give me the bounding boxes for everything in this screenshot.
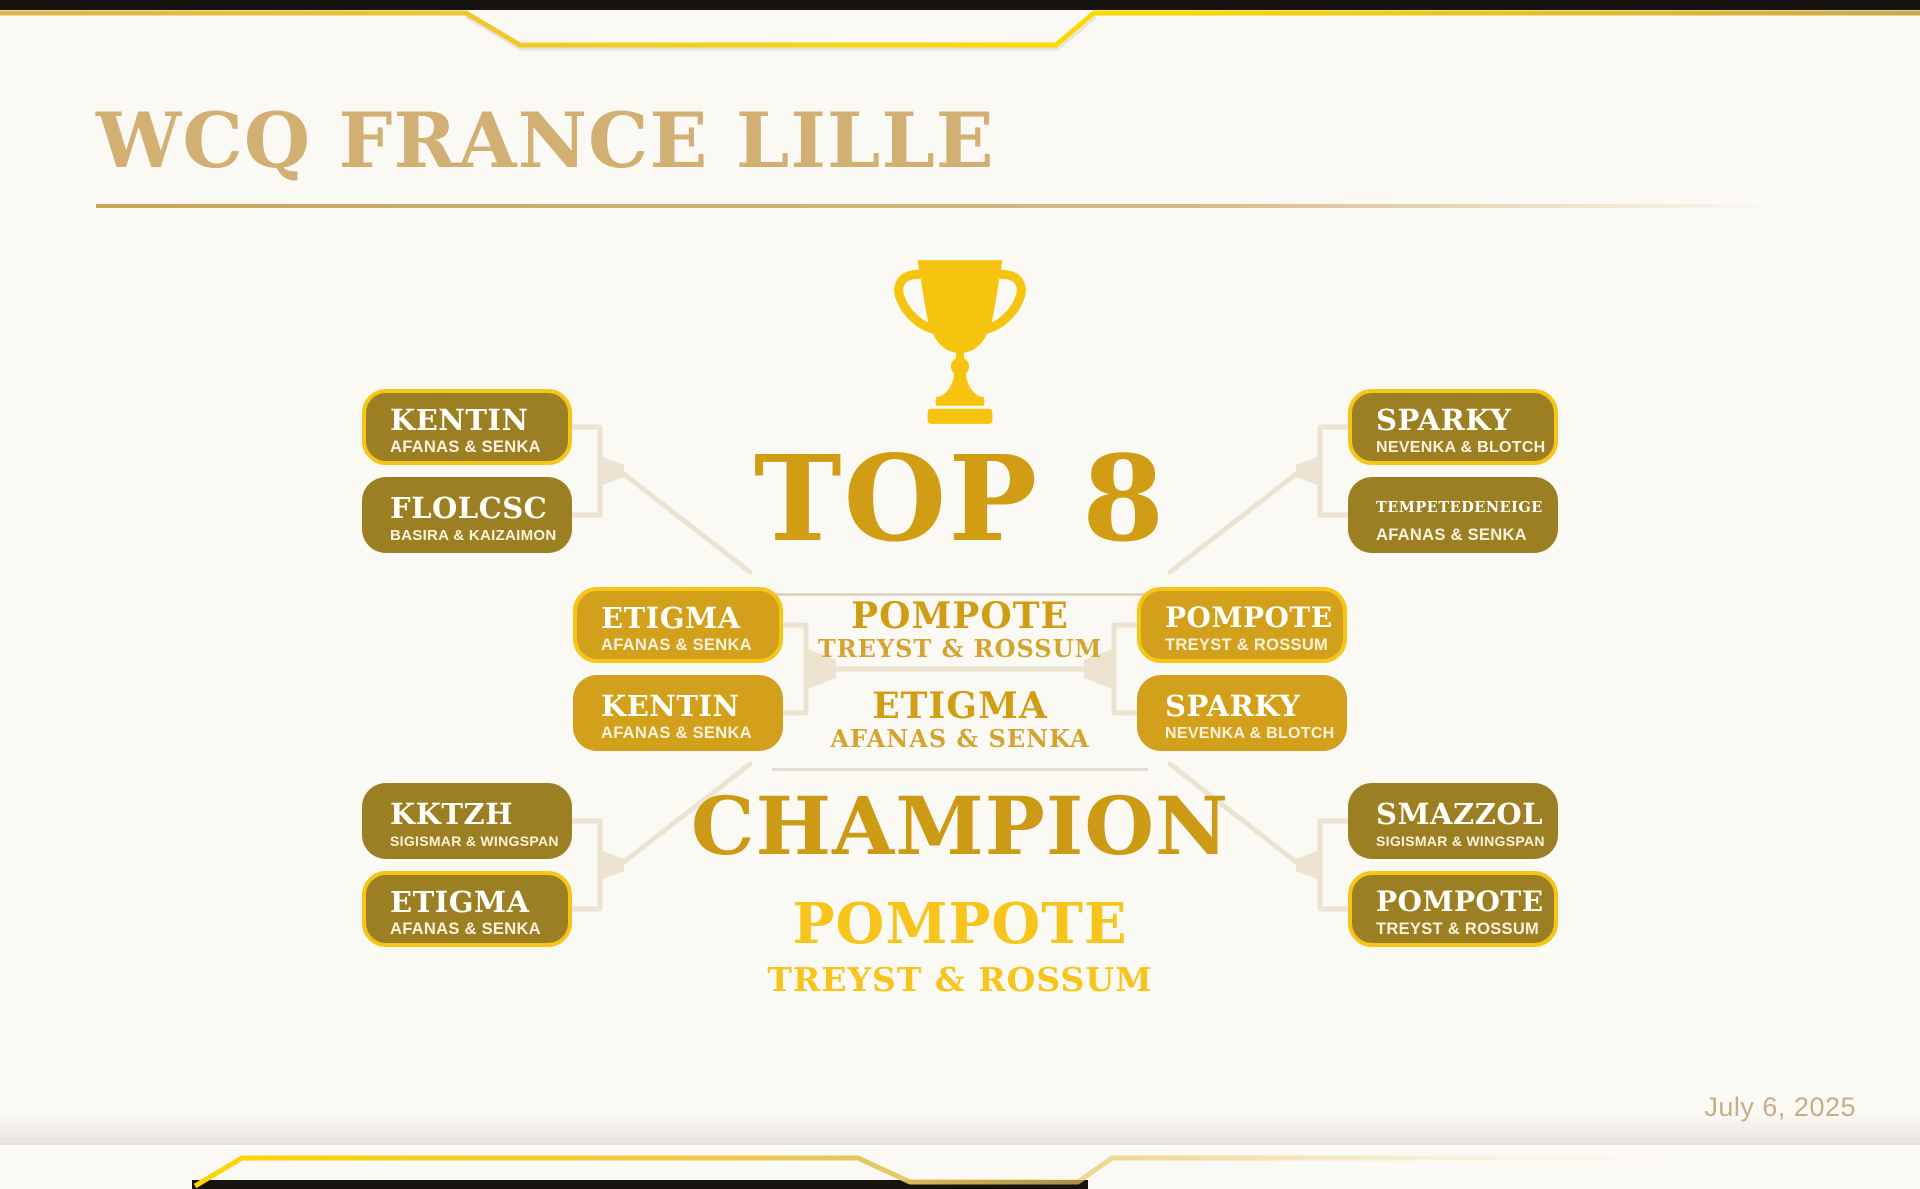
sf-box-etigma: ETIGMA AFANAS & SENKA: [573, 587, 783, 663]
player-deck: AFANAS & SENKA: [390, 920, 541, 938]
player-deck: AFANAS & SENKA: [601, 724, 752, 742]
player-deck: BASIRA & KAIZAIMON: [390, 527, 557, 544]
player-name: SPARKY: [1165, 689, 1301, 723]
event-date: July 6, 2025: [1704, 1092, 1856, 1122]
player-name: KKTZH: [390, 797, 514, 831]
page-title: WCQ FRANCE LILLE: [96, 96, 995, 185]
qf-box-smazzol: SMAZZOL SIGISMAR & WINGSPAN: [1348, 783, 1558, 859]
player-name: POMPOTE: [1165, 601, 1333, 634]
qf-box-sparky: SPARKY NEVENKA & BLOTCH: [1348, 389, 1558, 465]
qf-box-kktzh: KKTZH SIGISMAR & WINGSPAN: [362, 783, 572, 859]
champion-deck: TREYST & ROSSUM: [767, 960, 1153, 999]
top8-divider: [775, 593, 1145, 596]
qf-box-kentin: KENTIN AFANAS & SENKA: [362, 389, 572, 465]
player-deck: AFANAS & SENKA: [601, 636, 752, 654]
sf-box-kentin: KENTIN AFANAS & SENKA: [573, 675, 783, 751]
player-deck: TREYST & ROSSUM: [1376, 920, 1540, 938]
title-underline: [96, 204, 1780, 208]
bottom-shadow-band: [0, 1114, 1920, 1144]
finalist-2-deck: AFANAS & SENKA: [830, 724, 1090, 753]
finalist-1-deck: TREYST & ROSSUM: [817, 634, 1103, 663]
player-deck: NEVENKA & BLOTCH: [1165, 725, 1335, 742]
champion-name: POMPOTE: [792, 891, 1128, 957]
qf-box-tempetedeneige: TEMPETEDENEIGE AFANAS & SENKA: [1348, 477, 1558, 553]
qf-box-etigma-2: ETIGMA AFANAS & SENKA: [362, 871, 572, 947]
sf-box-sparky: SPARKY NEVENKA & BLOTCH: [1137, 675, 1347, 751]
player-name: FLOLCSC: [390, 491, 548, 525]
player-name: KENTIN: [390, 403, 529, 437]
trophy-icon: [894, 260, 1026, 424]
player-name: ETIGMA: [390, 885, 530, 919]
player-name: SPARKY: [1376, 403, 1512, 437]
sf-box-pompote: POMPOTE TREYST & ROSSUM: [1137, 587, 1347, 663]
player-deck: TREYST & ROSSUM: [1165, 636, 1329, 654]
player-name: ETIGMA: [601, 601, 741, 635]
top8-label: TOP 8: [753, 429, 1167, 568]
player-name: POMPOTE: [1376, 885, 1544, 918]
player-name: KENTIN: [601, 689, 740, 723]
qf-box-flolcsc: FLOLCSC BASIRA & KAIZAIMON: [362, 477, 572, 553]
finalist-1-name: POMPOTE: [851, 595, 1069, 637]
player-name: SMAZZOL: [1376, 797, 1544, 831]
player-deck: SIGISMAR & WINGSPAN: [1376, 833, 1545, 849]
player-name: TEMPETEDENEIGE: [1376, 499, 1543, 516]
qf-box-pompote-2: POMPOTE TREYST & ROSSUM: [1348, 871, 1558, 947]
player-deck: AFANAS & SENKA: [390, 438, 541, 456]
champion-divider: [772, 768, 1148, 771]
player-deck: AFANAS & SENKA: [1376, 526, 1527, 544]
player-deck: NEVENKA & BLOTCH: [1376, 439, 1546, 456]
champion-label: CHAMPION: [690, 779, 1230, 873]
finalist-2-name: ETIGMA: [872, 685, 1048, 727]
player-deck: SIGISMAR & WINGSPAN: [390, 833, 559, 849]
